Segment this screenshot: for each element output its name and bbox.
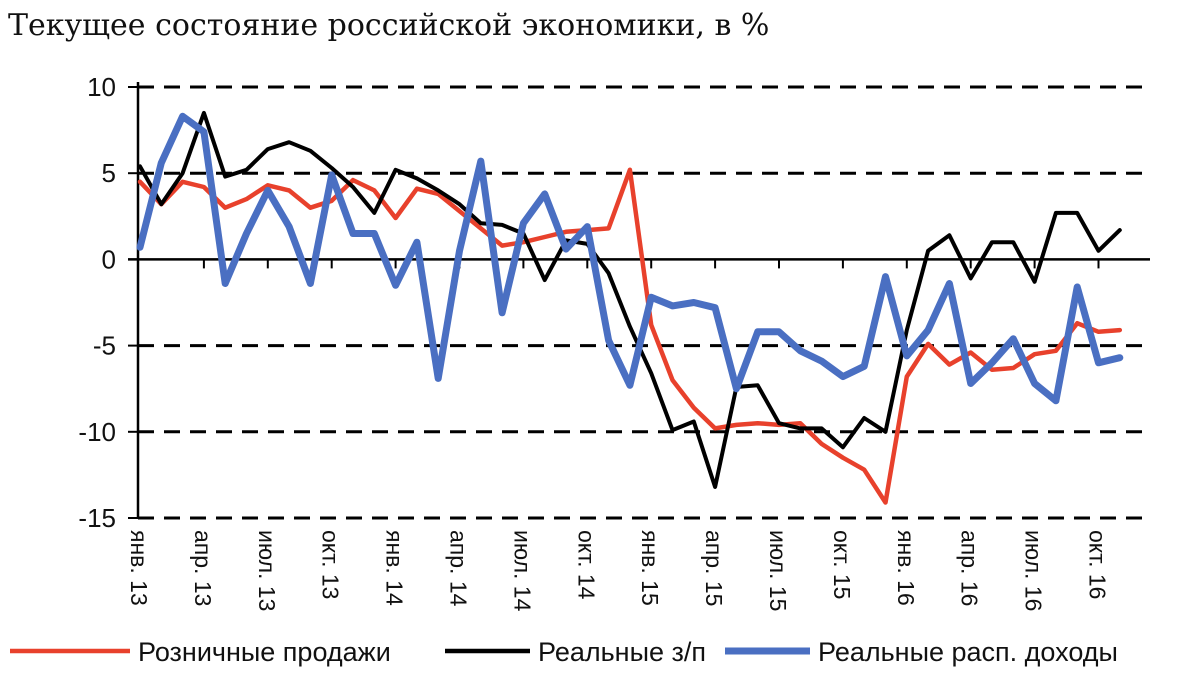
y-tick-label: -10 — [78, 417, 116, 447]
x-tick-label: окт. 16 — [1085, 530, 1111, 599]
x-tick-label: июл. 15 — [765, 530, 791, 611]
y-tick-label: 10 — [87, 72, 116, 102]
series-line-2 — [138, 110, 1122, 489]
y-tick-label: -15 — [78, 503, 116, 533]
legend-label: Реальные расп. доходы — [818, 637, 1118, 667]
x-tick-label: апр. 13 — [190, 530, 216, 606]
x-tick-label: окт. 14 — [573, 530, 599, 600]
x-tick-label: окт. 13 — [318, 530, 344, 599]
x-tick-label: янв. 16 — [893, 530, 919, 606]
x-tick-label: янв. 14 — [382, 530, 408, 606]
x-tick-label: июл. 14 — [509, 530, 535, 612]
x-tick-label: июл. 16 — [1021, 530, 1047, 611]
series-line-3 — [136, 112, 1124, 405]
x-tick-label: янв. 13 — [126, 530, 152, 606]
x-tick-label: окт. 15 — [829, 530, 855, 599]
chart-title: Текущее состояние российской экономики, … — [8, 8, 770, 43]
y-tick-label: 5 — [102, 158, 116, 188]
y-tick-label: -5 — [93, 331, 116, 361]
series-line-1 — [137, 167, 1123, 505]
x-tick-label: апр. 16 — [957, 530, 983, 606]
y-tick-label: 0 — [102, 244, 116, 274]
x-tick-label: янв. 15 — [637, 530, 663, 606]
x-tick-label: апр. 15 — [701, 530, 727, 606]
legend-label: Розничные продажи — [138, 637, 391, 667]
x-tick-label: апр. 14 — [446, 530, 472, 607]
x-tick-label: июл. 13 — [254, 530, 280, 611]
legend-label: Реальные з/п — [538, 637, 706, 667]
